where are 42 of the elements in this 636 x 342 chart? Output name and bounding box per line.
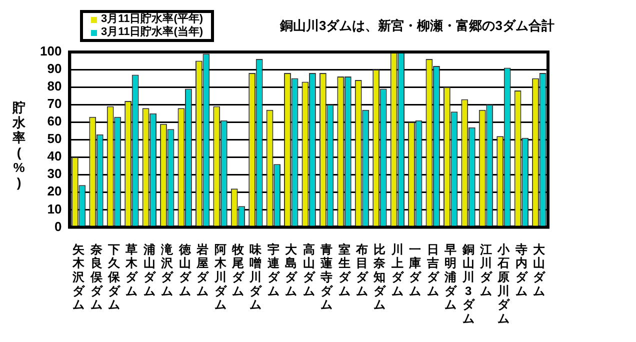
legend-label: 3月11日貯水率(平年) xyxy=(101,13,204,26)
y-tick-label: 90 xyxy=(47,61,62,76)
x-tick-label: 草木ダム xyxy=(124,242,139,298)
x-tick-label: 室生ダム xyxy=(337,242,352,298)
x-tick-label: 小石原川ダム xyxy=(496,242,511,326)
y-tick-label: 40 xyxy=(47,148,62,164)
x-tick-label: 奈良俣ダム xyxy=(89,242,104,312)
x-tick-label: 滝沢ダム xyxy=(160,242,174,298)
x-tick-label: 比奈知ダム xyxy=(372,242,387,312)
y-tick-label: 50 xyxy=(47,131,62,146)
x-tick-label: 日吉ダム xyxy=(426,242,440,298)
x-tick-label: 牧尾ダム xyxy=(230,242,245,298)
x-tick-label: 布目ダム xyxy=(354,242,369,298)
y-axis-title: 貯水率(%) xyxy=(12,100,26,190)
x-tick-label: 一庫ダム xyxy=(408,242,422,298)
x-tick-label: 阿木川ダム xyxy=(213,242,228,312)
x-tick-label: 青蓮寺ダム xyxy=(320,242,334,312)
x-tick-label: 岩屋ダム xyxy=(196,242,210,298)
x-tick-label: 宇連ダム xyxy=(266,242,280,298)
x-tick-label: 川上ダム xyxy=(390,242,404,298)
y-tick-label: 30 xyxy=(47,166,62,182)
x-tick-label: 早明浦ダム xyxy=(444,242,458,312)
y-tick-label: 70 xyxy=(47,96,62,112)
x-tick-label: 矢木沢ダム xyxy=(72,242,86,312)
y-tick-label: 80 xyxy=(47,78,62,94)
y-tick-label: 10 xyxy=(47,201,62,216)
x-tick-label: 味噌川ダム xyxy=(248,242,263,312)
y-tick-label: 60 xyxy=(47,114,62,129)
y-tick-label: 0 xyxy=(54,218,62,234)
y-tick-label: 20 xyxy=(47,184,62,199)
chart-title: 銅山川3ダムは、新宮・柳瀬・富郷の3ダム合計 xyxy=(280,17,554,35)
x-tick-label: 大島ダム xyxy=(285,242,298,298)
y-tick-label: 100 xyxy=(40,44,62,59)
x-tick-label: 浦山ダム xyxy=(142,242,156,298)
x-tick-label: 下久保ダム xyxy=(106,242,121,312)
x-tick-label: 大山ダム xyxy=(533,242,546,298)
legend-label: 3月11日貯水率(当年) xyxy=(101,26,204,39)
x-tick-label: 江川ダム xyxy=(478,242,493,298)
x-tick-label: 寺内ダム xyxy=(514,242,528,298)
x-tick-label: 徳山ダム xyxy=(178,242,192,298)
x-tick-label: 銅山川3ダム xyxy=(461,242,476,326)
x-tick-label: 高山ダム xyxy=(302,242,316,298)
